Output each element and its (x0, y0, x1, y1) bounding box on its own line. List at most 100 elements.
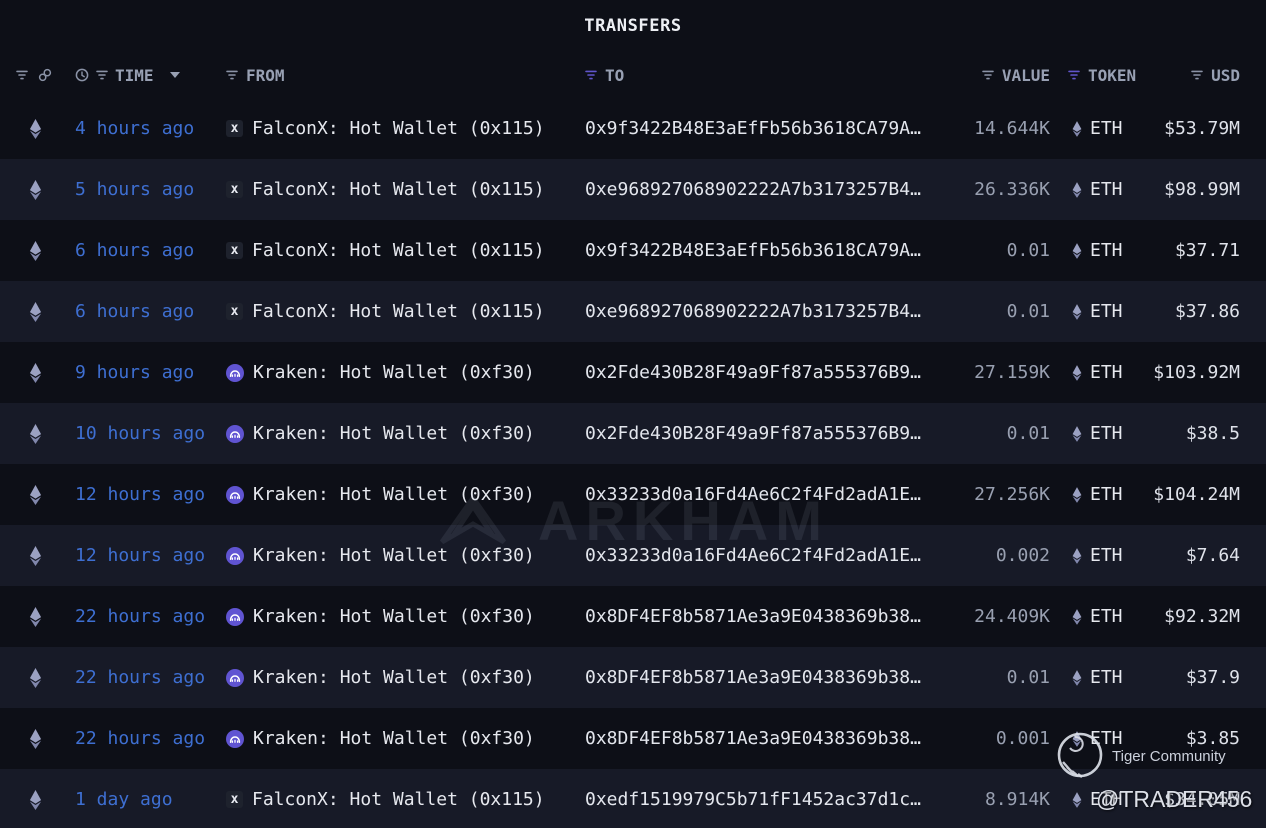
token-badge[interactable]: ETH (1072, 545, 1140, 566)
kraken-icon (226, 485, 244, 504)
time-link[interactable]: 22 hours ago (75, 728, 206, 749)
from-entity[interactable]: x FalconX: Hot Wallet (0x115) (220, 179, 585, 200)
time-link[interactable]: 22 hours ago (75, 606, 206, 627)
to-address-link[interactable]: 0xe968927068902222A7b3173257B4… (585, 301, 921, 322)
to-address-link[interactable]: 0x8DF4EF8b5871Ae3a9E0438369b38… (585, 667, 921, 688)
from-entity[interactable]: x FalconX: Hot Wallet (0x115) (220, 301, 585, 322)
from-entity[interactable]: x FalconX: Hot Wallet (0x115) (220, 789, 585, 810)
eth-token-icon (1072, 304, 1082, 320)
value-amount: 8.914K (984, 789, 1050, 810)
token-badge[interactable]: ETH (1072, 728, 1140, 749)
transfer-row: 4 hours ago x FalconX: Hot Wallet (0x115… (0, 98, 1266, 159)
from-entity-label: Kraken: Hot Wallet (0xf30) (253, 423, 535, 444)
falconx-icon: x (226, 791, 243, 808)
falconx-icon: x (226, 303, 243, 320)
time-link[interactable]: 22 hours ago (75, 667, 206, 688)
transfer-row: 9 hours ago Kraken: Hot Wallet (0xf30) 0… (0, 342, 1266, 403)
value-amount: 0.01 (1006, 240, 1050, 261)
token-badge[interactable]: ETH (1072, 362, 1140, 383)
from-entity[interactable]: Kraken: Hot Wallet (0xf30) (220, 423, 585, 444)
filter-usd-button[interactable] (1191, 70, 1203, 80)
eth-token-icon (1072, 426, 1082, 442)
header-cell-token[interactable]: TOKEN (1068, 66, 1136, 85)
from-entity[interactable]: Kraken: Hot Wallet (0xf30) (220, 606, 585, 627)
token-badge[interactable]: ETH (1072, 606, 1140, 627)
to-address-link[interactable]: 0x9f3422B48E3aEfFb56b3618CA79A… (585, 118, 921, 139)
to-address-link[interactable]: 0x8DF4EF8b5871Ae3a9E0438369b38… (585, 606, 921, 627)
usd-column-label: USD (1211, 65, 1240, 85)
time-link[interactable]: 9 hours ago (75, 362, 195, 383)
from-entity[interactable]: Kraken: Hot Wallet (0xf30) (220, 484, 585, 505)
kraken-icon (226, 546, 244, 565)
token-badge[interactable]: ETH (1072, 179, 1140, 200)
filter-time-button[interactable] (96, 70, 108, 80)
header-cell-from[interactable]: FROM (220, 66, 585, 85)
from-entity-label: FalconX: Hot Wallet (0x115) (252, 179, 545, 200)
header-cell-time[interactable]: TIME (70, 66, 220, 85)
filter-value-button[interactable] (982, 70, 994, 80)
falconx-icon: x (226, 120, 243, 137)
value-amount: 0.002 (995, 545, 1050, 566)
token-badge[interactable]: ETH (1072, 240, 1140, 261)
time-link[interactable]: 6 hours ago (75, 240, 195, 261)
link-icon[interactable] (38, 68, 52, 82)
token-badge[interactable]: ETH (1072, 301, 1140, 322)
token-badge[interactable]: ETH (1072, 789, 1140, 810)
from-entity[interactable]: Kraken: Hot Wallet (0xf30) (220, 545, 585, 566)
filter-token-button[interactable] (1068, 70, 1080, 80)
kraken-icon (226, 729, 244, 748)
from-entity-label: FalconX: Hot Wallet (0x115) (252, 789, 545, 810)
from-entity[interactable]: Kraken: Hot Wallet (0xf30) (220, 728, 585, 749)
value-amount: 0.01 (1006, 301, 1050, 322)
from-entity[interactable]: x FalconX: Hot Wallet (0x115) (220, 240, 585, 261)
filter-asset-button[interactable] (16, 70, 28, 80)
token-label: ETH (1090, 240, 1123, 261)
table-body: 4 hours ago x FalconX: Hot Wallet (0x115… (0, 98, 1266, 828)
header-cell-value[interactable]: VALUE (935, 66, 1050, 85)
time-link[interactable]: 12 hours ago (75, 545, 206, 566)
to-address-link[interactable]: 0x8DF4EF8b5871Ae3a9E0438369b38… (585, 728, 921, 749)
token-badge[interactable]: ETH (1072, 423, 1140, 444)
eth-transfer-icon (29, 729, 42, 749)
to-address-link[interactable]: 0x2Fde430B28F49a9Ff87a555376B9… (585, 362, 921, 383)
header-cell-usd[interactable]: USD (1136, 66, 1266, 85)
header-cell-to[interactable]: TO (585, 66, 935, 85)
time-link[interactable]: 5 hours ago (75, 179, 195, 200)
time-link[interactable]: 10 hours ago (75, 423, 206, 444)
token-badge[interactable]: ETH (1072, 667, 1140, 688)
transfer-row: 6 hours ago x FalconX: Hot Wallet (0x115… (0, 220, 1266, 281)
cell-to: 0xe968927068902222A7b3173257B4… (585, 179, 935, 200)
cell-to: 0x33233d0a16Fd4Ae6C2f4Fd2adA1E… (585, 484, 935, 505)
eth-token-icon (1072, 670, 1082, 686)
to-address-link[interactable]: 0xe968927068902222A7b3173257B4… (585, 179, 921, 200)
from-entity-label: Kraken: Hot Wallet (0xf30) (253, 667, 535, 688)
caret-down-icon[interactable] (169, 72, 180, 78)
value-amount: 27.159K (974, 362, 1050, 383)
from-entity[interactable]: x FalconX: Hot Wallet (0x115) (220, 118, 585, 139)
time-column-label: TIME (115, 65, 154, 85)
value-amount: 0.01 (1006, 423, 1050, 444)
from-entity[interactable]: Kraken: Hot Wallet (0xf30) (220, 667, 585, 688)
filter-from-button[interactable] (226, 70, 238, 80)
to-address-link[interactable]: 0x33233d0a16Fd4Ae6C2f4Fd2adA1E… (585, 545, 921, 566)
kraken-icon (226, 424, 244, 443)
cell-time: 10 hours ago (70, 423, 220, 444)
time-link[interactable]: 1 day ago (75, 789, 173, 810)
time-link[interactable]: 4 hours ago (75, 118, 195, 139)
eth-transfer-icon (29, 668, 42, 688)
transfer-row: 12 hours ago Kraken: Hot Wallet (0xf30) … (0, 464, 1266, 525)
cell-asset (0, 790, 70, 810)
usd-value: $98.99M (1164, 179, 1240, 200)
to-address-link[interactable]: 0x9f3422B48E3aEfFb56b3618CA79A… (585, 240, 921, 261)
from-entity[interactable]: Kraken: Hot Wallet (0xf30) (220, 362, 585, 383)
filter-to-button[interactable] (585, 70, 597, 80)
token-badge[interactable]: ETH (1072, 118, 1140, 139)
to-address-link[interactable]: 0x33233d0a16Fd4Ae6C2f4Fd2adA1E… (585, 484, 921, 505)
token-label: ETH (1090, 545, 1123, 566)
token-label: ETH (1090, 423, 1123, 444)
to-address-link[interactable]: 0x2Fde430B28F49a9Ff87a555376B9… (585, 423, 921, 444)
to-address-link[interactable]: 0xedf1519979C5b71fF1452ac37d1c… (585, 789, 921, 810)
token-badge[interactable]: ETH (1072, 484, 1140, 505)
time-link[interactable]: 12 hours ago (75, 484, 206, 505)
time-link[interactable]: 6 hours ago (75, 301, 195, 322)
